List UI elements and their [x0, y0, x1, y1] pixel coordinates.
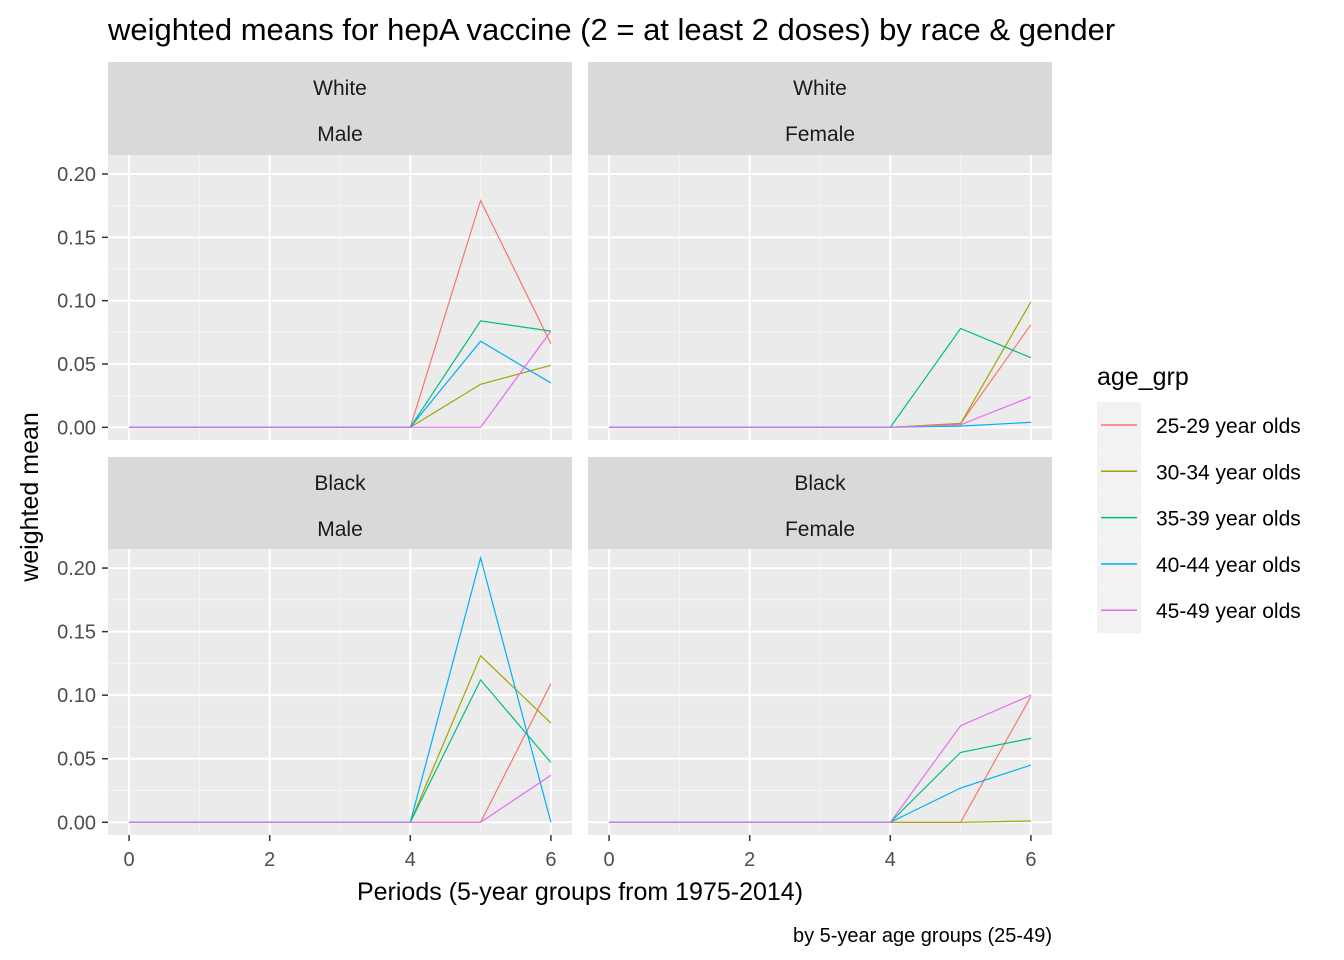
series-line-5 — [609, 396, 1032, 428]
facet-strip — [108, 457, 572, 549]
y-tick-label: 0.20 — [57, 558, 96, 580]
chart-caption: by 5-year age groups (25-49) — [793, 925, 1052, 947]
y-tick-label: 0.15 — [57, 622, 96, 644]
x-tick-label: 2 — [744, 849, 755, 871]
strip-label-race: Black — [314, 472, 366, 495]
series-line-5 — [129, 774, 552, 823]
facet-panel: Black Male 0.00 0.05 0.10 0.15 0.20 0 2 4 6 — [57, 457, 572, 871]
facet-strip — [108, 62, 572, 155]
series-line-5 — [129, 330, 552, 428]
x-tick-label: 0 — [124, 849, 135, 871]
strip-label-race: White — [793, 77, 847, 100]
legend-label: 35-39 year olds — [1156, 508, 1301, 531]
facet-panels: White Male 0.00 0.05 0.10 0.15 0.20 White Female… — [57, 62, 1052, 871]
x-axis-label: Periods (5-year groups from 1975-2014) — [357, 878, 803, 906]
legend-label: 30-34 year olds — [1156, 461, 1301, 484]
legend-label: 45-49 year olds — [1156, 600, 1301, 623]
y-tick-label: 0.10 — [57, 291, 96, 313]
facet-strip — [588, 457, 1052, 549]
x-tick-label: 0 — [604, 849, 615, 871]
y-tick-label: 0.10 — [57, 685, 96, 707]
x-tick-label: 4 — [405, 849, 416, 871]
strip-label-gender: Female — [785, 123, 855, 146]
x-tick-label: 6 — [1025, 849, 1036, 871]
y-axis-label: weighted mean — [16, 412, 44, 583]
legend-title: age_grp — [1097, 363, 1189, 391]
chart-title: weighted means for hepA vaccine (2 = at … — [107, 12, 1115, 47]
series-line-5 — [609, 694, 1032, 823]
strip-label-gender: Female — [785, 518, 855, 541]
facet-panel: Black Female 0 2 4 6 — [588, 457, 1052, 871]
y-tick-label: 0.00 — [57, 812, 96, 834]
facet-strip — [588, 62, 1052, 155]
legend: age_grp 25-29 year olds 30-34 year olds 35… — [1097, 363, 1301, 634]
strip-label-race: White — [313, 77, 367, 100]
legend-label: 25-29 year olds — [1156, 415, 1301, 438]
strip-label-race: Black — [794, 472, 846, 495]
y-tick-label: 0.20 — [57, 164, 96, 186]
strip-label-gender: Male — [317, 123, 363, 146]
y-tick-label: 0.05 — [57, 749, 96, 771]
x-tick-label: 4 — [885, 849, 896, 871]
y-tick-label: 0.05 — [57, 354, 96, 376]
strip-label-gender: Male — [317, 518, 363, 541]
y-tick-label: 0.15 — [57, 227, 96, 249]
legend-label: 40-44 year olds — [1156, 554, 1301, 577]
facet-panel: White Female — [588, 62, 1052, 440]
facet-panel: White Male 0.00 0.05 0.10 0.15 0.20 — [57, 62, 572, 440]
x-tick-label: 2 — [264, 849, 275, 871]
x-tick-label: 6 — [545, 849, 556, 871]
y-tick-label: 0.00 — [57, 417, 96, 439]
